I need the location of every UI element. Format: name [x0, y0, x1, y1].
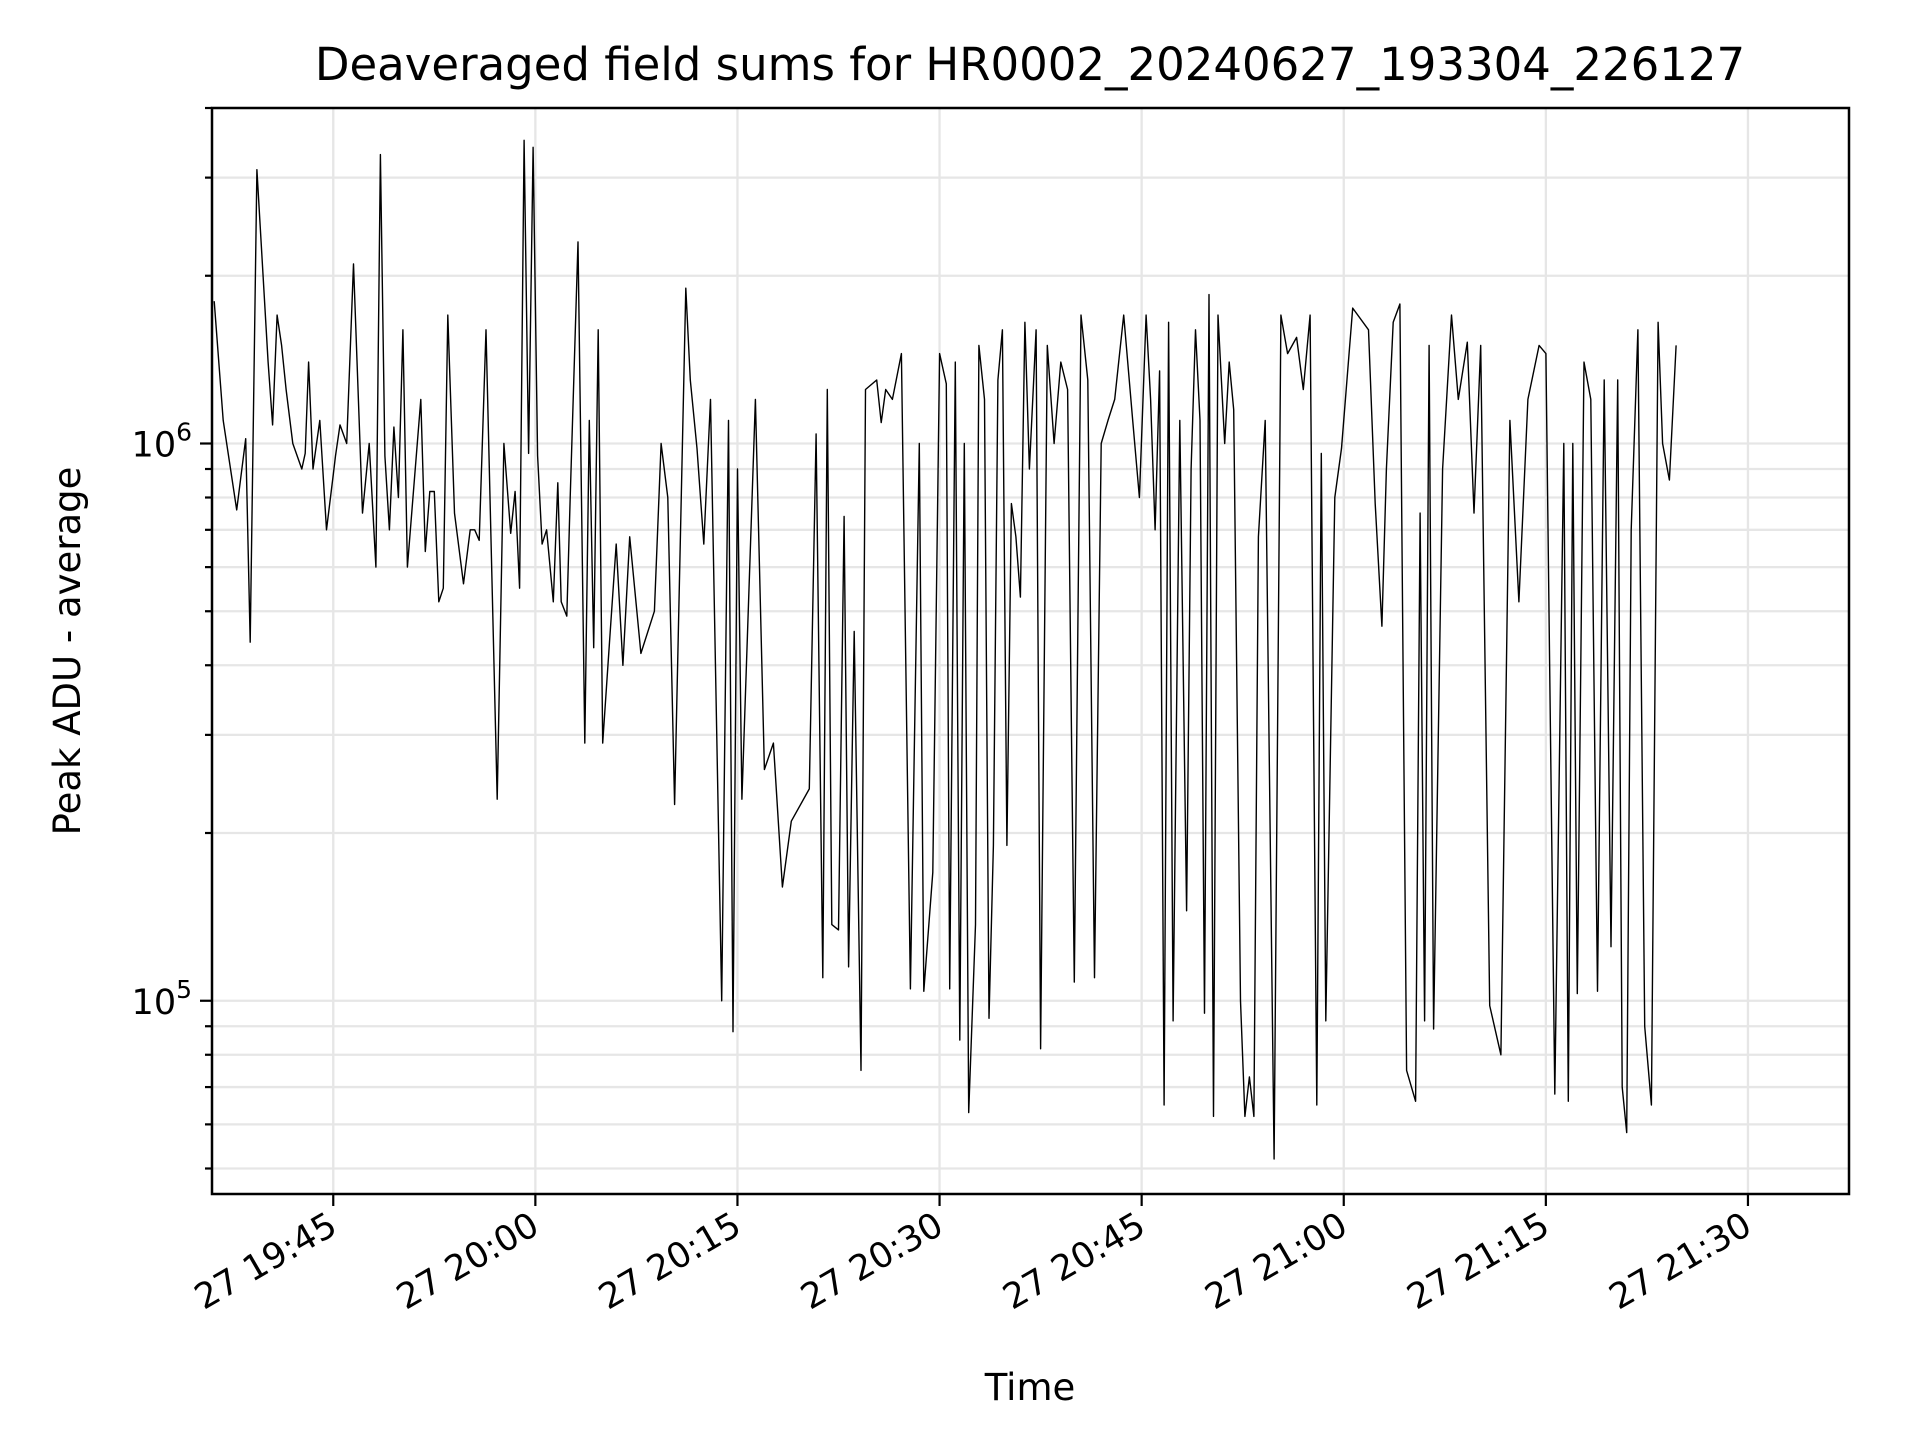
y-tick-labels: 105 106 — [132, 417, 192, 1022]
plot-frame — [210, 106, 1851, 1196]
series-layer — [213, 139, 1677, 1160]
y-tick-label: 105 — [132, 975, 192, 1023]
tick-marks — [200, 106, 1750, 1206]
y-tick-label: 106 — [132, 417, 192, 465]
chart-title: Deaveraged field sums for HR0002_2024062… — [315, 38, 1745, 91]
x-axis-label: Time — [984, 1366, 1076, 1409]
series-line — [213, 139, 1677, 1160]
y-axis-label: Peak ADU - average — [46, 467, 89, 836]
